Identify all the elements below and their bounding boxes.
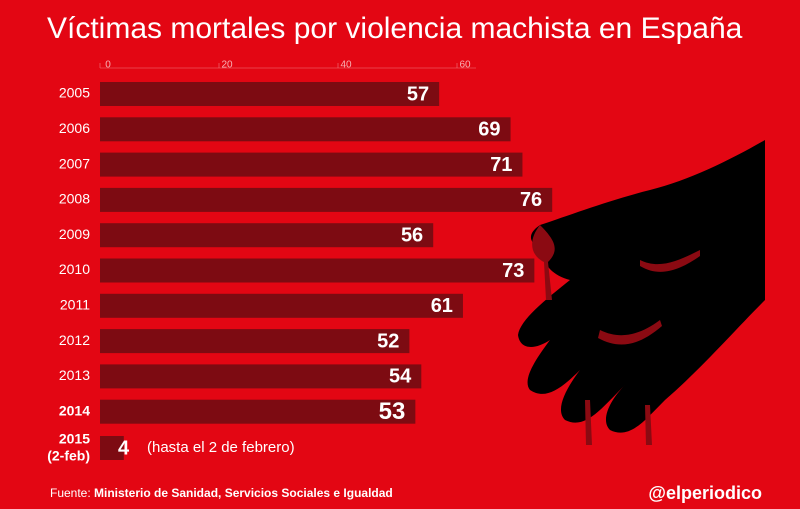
- bar: [100, 258, 535, 283]
- y-tick-label: 2010: [59, 261, 90, 277]
- annotation: (hasta el 2 de febrero): [147, 439, 295, 456]
- value-label: 61: [431, 295, 453, 317]
- y-tick-label: 2014: [59, 402, 90, 418]
- value-label: 73: [502, 260, 524, 282]
- value-label: 69: [478, 119, 500, 141]
- bar: [100, 152, 523, 177]
- y-tick-label: 2006: [59, 120, 90, 136]
- bar: [100, 329, 410, 354]
- value-label: 53: [379, 398, 406, 425]
- y-tick-label: 2015 (2-feb): [47, 430, 90, 463]
- bar: [100, 82, 440, 106]
- value-label: 71: [490, 154, 512, 176]
- bar: [100, 364, 422, 389]
- y-tick-label: 2009: [59, 226, 90, 242]
- value-label: 57: [407, 83, 429, 105]
- x-tick-label: 60: [459, 60, 471, 71]
- y-tick-label: 2005: [59, 85, 90, 101]
- bar: [100, 399, 416, 424]
- x-tick-label: 40: [340, 60, 352, 71]
- brand: @elperiodico: [648, 483, 762, 503]
- value-label: 52: [377, 330, 399, 352]
- bar: [100, 117, 511, 142]
- bar: [100, 436, 124, 460]
- bar: [100, 293, 463, 318]
- source: Ministerio de Sanidad, Servicios Sociale…: [94, 486, 393, 500]
- y-tick-label: 2008: [59, 191, 90, 207]
- hand-illustration: [518, 140, 765, 445]
- value-label: 4: [118, 437, 130, 459]
- bar: [100, 223, 434, 248]
- y-tick-label: 2011: [60, 297, 90, 313]
- y-tick-label: 2007: [59, 155, 90, 171]
- bar: [100, 187, 553, 212]
- x-tick-label: 20: [221, 60, 233, 71]
- value-label: 54: [389, 366, 412, 388]
- y-tick-label: 2013: [59, 367, 90, 383]
- value-label: 56: [401, 224, 423, 246]
- chart-title: Víctimas mortales por violencia machista…: [47, 12, 743, 45]
- x-tick-label: 0: [105, 60, 111, 71]
- source-label: Fuente:: [50, 486, 91, 500]
- value-label: 76: [520, 189, 542, 211]
- y-tick-label: 2012: [59, 332, 90, 348]
